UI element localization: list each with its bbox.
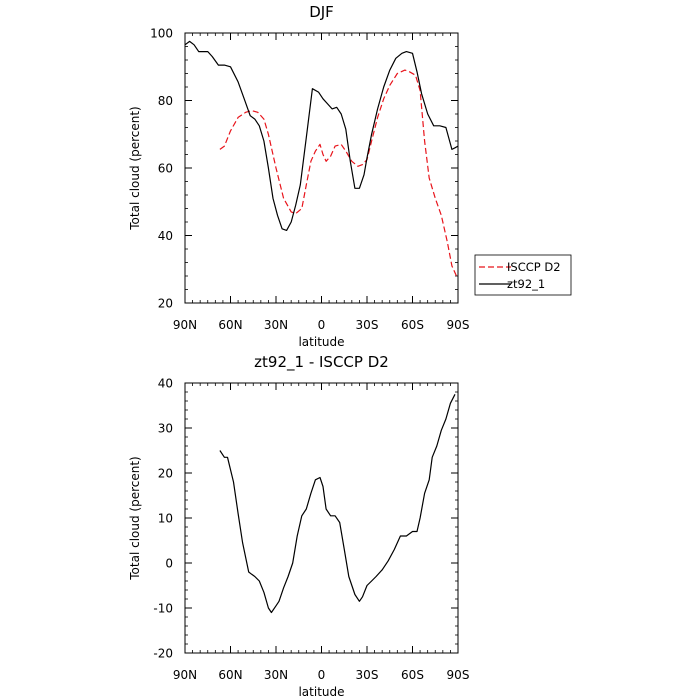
- chart-title: zt92_1 - ISCCP D2: [254, 353, 389, 372]
- y-axis-label: Total cloud (percent): [128, 106, 142, 230]
- y-tick-label: -20: [153, 647, 173, 661]
- x-tick-label: 90S: [447, 318, 470, 332]
- x-tick-label: 90N: [173, 318, 197, 332]
- x-tick-label: 0: [318, 668, 326, 682]
- series-line: [219, 394, 456, 614]
- x-axis-label: latitude: [298, 685, 344, 699]
- legend-label: ISCCP D2: [507, 260, 561, 274]
- y-tick-label: 0: [165, 557, 173, 571]
- series-difference: [219, 394, 456, 614]
- series-zt92-1: [184, 40, 459, 231]
- series-line: [184, 40, 459, 231]
- y-tick-label: 20: [158, 297, 173, 311]
- y-tick-label: 40: [158, 229, 173, 243]
- y-tick-label: -10: [153, 602, 173, 616]
- y-tick-label: 30: [158, 422, 173, 436]
- plot-frame-bottom: [184, 382, 459, 654]
- x-tick-label: 30N: [264, 318, 288, 332]
- y-tick-label: 100: [150, 27, 173, 41]
- y-tick-label: 20: [158, 467, 173, 481]
- y-tick-label: 80: [158, 94, 173, 108]
- x-axis-label: latitude: [298, 335, 344, 349]
- series-line: [219, 69, 458, 277]
- x-tick-label: 30N: [264, 668, 288, 682]
- x-tick-label: 30S: [356, 668, 379, 682]
- x-tick-label: 60S: [401, 668, 424, 682]
- y-tick-label: 40: [158, 377, 173, 391]
- x-tick-label: 60N: [218, 318, 242, 332]
- chart-title: DJF: [309, 3, 334, 21]
- series-isccp-d2: [219, 69, 458, 277]
- x-tick-label: 90N: [173, 668, 197, 682]
- y-tick-label: 10: [158, 512, 173, 526]
- x-tick-label: 90S: [447, 668, 470, 682]
- x-tick-label: 0: [318, 318, 326, 332]
- x-tick-label: 60S: [401, 318, 424, 332]
- y-axis-label: Total cloud (percent): [128, 456, 142, 580]
- x-tick-label: 30S: [356, 318, 379, 332]
- legend-label: zt92_1: [507, 277, 545, 291]
- legend-box: [474, 254, 572, 296]
- x-tick-label: 60N: [218, 668, 242, 682]
- y-tick-label: 60: [158, 162, 173, 176]
